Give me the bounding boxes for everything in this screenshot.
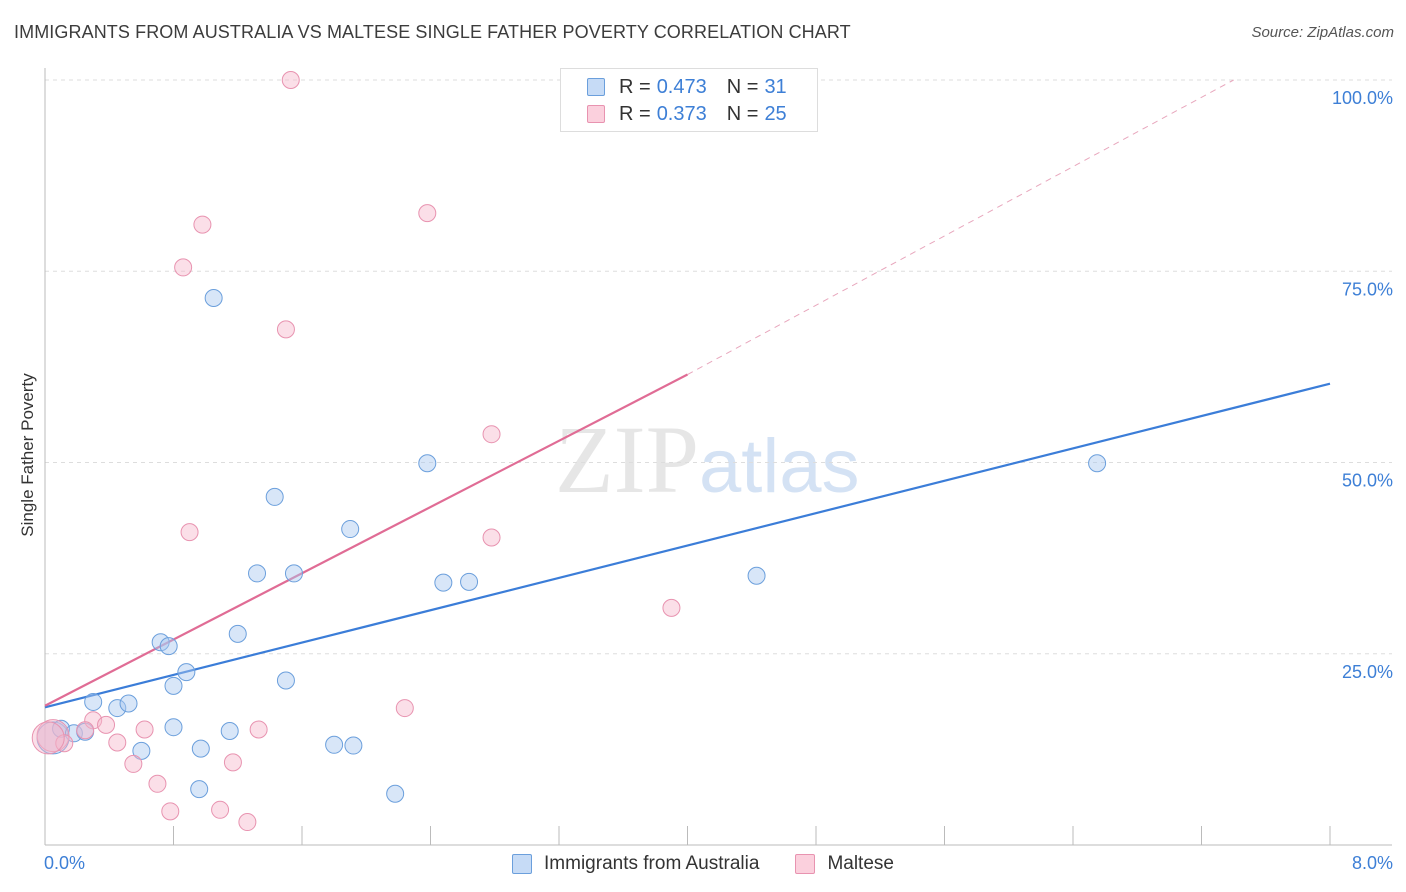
legend-swatch-blue — [587, 78, 605, 96]
y-tick-label: 75.0% — [1342, 279, 1393, 299]
point-australia — [276, 671, 295, 690]
legend-swatch-pink — [795, 854, 816, 874]
x-tick-label: 8.0% — [1352, 853, 1393, 873]
point-layer — [31, 71, 1107, 832]
legend-item-australia: Immigrants from Australia — [512, 853, 759, 875]
point-australia — [190, 780, 209, 799]
point-maltese — [211, 800, 230, 819]
point-maltese — [238, 813, 257, 832]
point-australia — [84, 692, 103, 711]
point-australia — [265, 487, 284, 506]
watermark: ZIPatlas — [555, 404, 860, 515]
axis-layer — [44, 68, 1392, 846]
point-maltese — [174, 258, 193, 277]
legend-n-label: N = — [726, 102, 759, 125]
point-australia — [341, 520, 360, 539]
point-maltese — [124, 754, 143, 773]
point-australia — [177, 663, 196, 682]
point-maltese — [482, 528, 501, 547]
point-australia — [344, 736, 363, 755]
legend-n-label: N = — [726, 75, 759, 98]
grid-layer — [45, 79, 1392, 655]
point-australia — [108, 699, 127, 718]
point-australia — [132, 741, 151, 760]
point-australia — [284, 564, 303, 583]
point-maltese — [482, 425, 501, 444]
watermark-zip: ZIP — [555, 406, 699, 513]
point-australia — [434, 573, 453, 592]
legend-r-label: R = — [619, 75, 651, 98]
trend-line-australia — [44, 382, 1331, 709]
point-maltese — [395, 699, 414, 718]
point-australia — [248, 564, 267, 583]
legend-n-value: 31 — [764, 75, 787, 98]
point-maltese — [276, 320, 295, 339]
point-australia — [1088, 454, 1107, 473]
point-maltese — [135, 720, 154, 739]
point-maltese — [281, 71, 300, 89]
x-tick-label: 0.0% — [44, 853, 85, 873]
legend-swatch-pink — [587, 105, 605, 123]
tick-label-layer: 100.0% 75.0% 50.0% 25.0% 0.0% 8.0% — [44, 88, 1393, 873]
point-maltese — [180, 523, 199, 542]
point-australia — [159, 637, 178, 656]
watermark-atlas: atlas — [699, 424, 860, 509]
point-australia — [220, 722, 239, 741]
point-maltese — [148, 774, 167, 793]
point-australia — [191, 739, 210, 758]
series-legend: Immigrants from Australia Maltese — [0, 852, 1406, 876]
trend-line-layer — [44, 79, 1331, 709]
legend-r-value: 0.473 — [656, 75, 707, 98]
point-maltese — [161, 802, 180, 821]
legend-r-label: R = — [619, 102, 651, 125]
legend-item-maltese: Maltese — [795, 853, 894, 875]
chart-title: IMMIGRANTS FROM AUSTRALIA VS MALTESE SIN… — [14, 22, 851, 42]
point-maltese — [31, 721, 65, 755]
y-tick-label: 100.0% — [1332, 88, 1393, 108]
source-label: Source: ZipAtlas.com — [1251, 24, 1394, 41]
point-australia — [386, 784, 405, 803]
legend-label-maltese: Maltese — [827, 853, 894, 874]
point-australia — [64, 724, 83, 743]
point-australia — [325, 735, 344, 754]
trend-line-maltese — [44, 373, 689, 707]
point-maltese — [97, 715, 116, 734]
point-maltese — [223, 753, 242, 772]
point-maltese — [193, 215, 212, 234]
legend-row-maltese: R = 0.373 N = 25 — [587, 102, 787, 126]
legend-n-value: 25 — [764, 102, 787, 125]
stats-legend: R = 0.473 N = 31 R = 0.373 N = 25 — [560, 68, 818, 132]
legend-swatch-blue — [512, 854, 533, 874]
point-australia — [164, 718, 183, 737]
legend-row-australia: R = 0.473 N = 31 — [587, 75, 787, 99]
legend-r-value: 0.373 — [656, 102, 707, 125]
point-australia — [418, 454, 437, 473]
trend-extension-maltese — [687, 79, 1234, 375]
point-australia — [204, 289, 223, 308]
point-australia — [460, 572, 479, 591]
point-maltese — [418, 204, 437, 223]
point-maltese — [108, 733, 127, 752]
point-australia — [747, 566, 766, 585]
y-tick-label: 50.0% — [1342, 471, 1393, 491]
point-australia — [119, 694, 138, 713]
point-maltese — [249, 720, 268, 739]
legend-label-australia: Immigrants from Australia — [544, 853, 760, 874]
point-maltese — [76, 721, 95, 740]
y-tick-label: 25.0% — [1342, 662, 1393, 682]
point-maltese — [662, 598, 681, 617]
point-australia — [228, 624, 247, 643]
point-australia — [164, 676, 183, 695]
